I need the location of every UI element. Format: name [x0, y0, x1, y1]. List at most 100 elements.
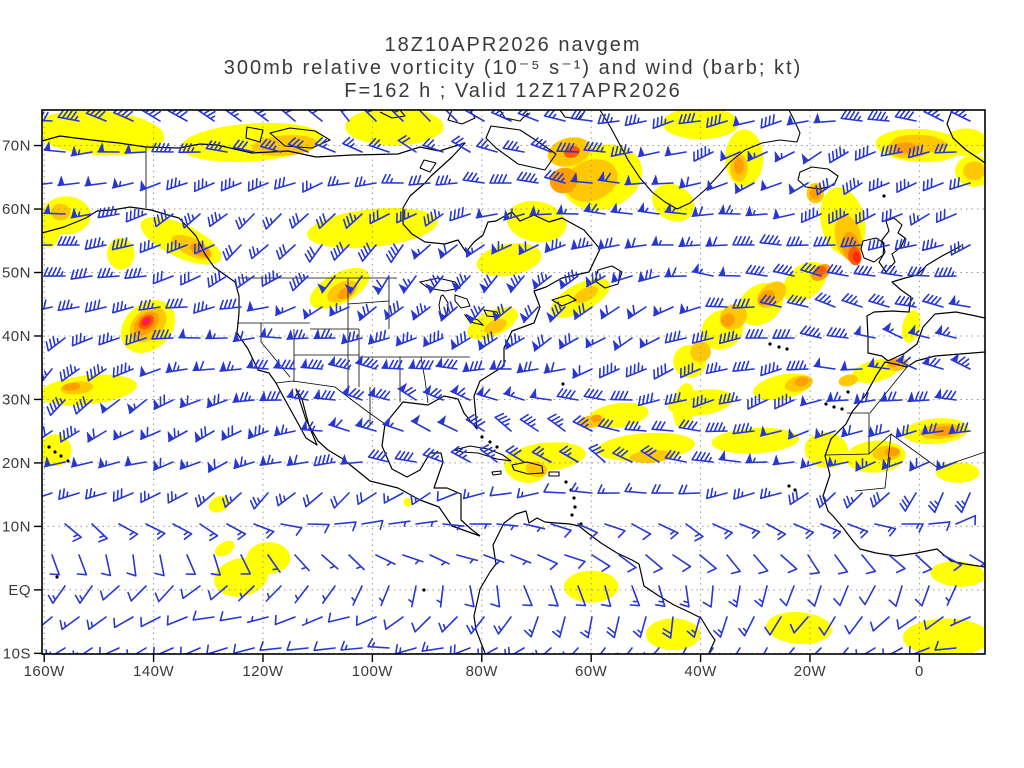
wind-barb-pennant — [801, 152, 809, 165]
map-title-valid: F=162 h ; Valid 12Z17APR2026 — [344, 80, 681, 102]
wind-barb-pennant — [126, 402, 135, 414]
wind-barb-shaft — [855, 208, 876, 225]
wind-barb-pennant — [504, 338, 512, 350]
wind-barb-shaft — [874, 523, 897, 537]
wind-barb-shaft — [759, 294, 782, 308]
wind-barb-shaft — [928, 492, 944, 514]
wind-barb — [969, 554, 985, 567]
wind-barb-shaft — [226, 523, 247, 541]
wind-barb-pennant — [300, 419, 308, 431]
wind-barb — [562, 647, 579, 654]
wind-barb — [786, 236, 809, 247]
wind-barb-shaft — [390, 110, 404, 122]
wind-barb — [799, 325, 822, 339]
wind-barb — [624, 420, 647, 432]
wind-barb — [612, 446, 633, 463]
island-coastline — [548, 471, 560, 477]
wind-barb — [476, 138, 498, 153]
wind-barb — [882, 647, 903, 654]
wind-barb — [914, 585, 930, 607]
wind-barb-shaft — [97, 205, 120, 219]
wind-barb-shaft — [833, 585, 849, 607]
wind-barb-shaft — [789, 616, 809, 634]
wind-barb-shaft — [718, 392, 741, 405]
wind-barb-shaft — [356, 492, 377, 505]
wind-barb — [172, 523, 193, 540]
wind-barb-shaft — [604, 523, 626, 539]
wind-barb — [543, 110, 566, 122]
wind-barb-shaft — [219, 611, 242, 622]
wind-barb — [861, 554, 877, 575]
wind-barb — [97, 141, 120, 153]
wind-barb-shaft — [477, 646, 498, 654]
lat-label-40N: 40N — [2, 328, 31, 345]
wind-barb-shaft — [153, 646, 174, 654]
wind-barb-shaft — [841, 647, 849, 654]
wind-barb-shaft — [49, 554, 60, 576]
vorticity-blob — [564, 159, 618, 202]
wind-barb-shaft — [368, 138, 390, 153]
wind-barb — [421, 641, 444, 652]
wind-barb-shaft — [294, 585, 309, 604]
wind-barb-shaft — [493, 616, 512, 635]
wind-barb-shaft — [664, 449, 687, 463]
wind-barb-shaft — [422, 387, 444, 401]
small-island-dot — [846, 390, 850, 394]
wind-barb-pennant — [424, 283, 435, 294]
wind-barb — [450, 331, 471, 350]
wind-barb-pennant — [745, 452, 753, 463]
wind-barb-shaft — [763, 647, 768, 654]
wind-barb — [43, 267, 66, 277]
wind-barb — [383, 300, 404, 320]
wind-barb-shaft — [138, 299, 161, 311]
wind-barb — [828, 146, 849, 164]
island-coastline — [491, 470, 502, 476]
wind-barb — [787, 427, 809, 440]
wind-barb — [273, 424, 296, 437]
wind-barb — [167, 428, 188, 443]
wind-barb-shaft — [294, 554, 310, 572]
political-border — [275, 380, 386, 425]
wind-barb-shaft — [600, 585, 612, 607]
wind-barb-shaft — [843, 492, 863, 509]
wind-barb — [599, 362, 620, 379]
wind-barb-shaft — [378, 585, 390, 607]
wind-barb-pennant — [531, 278, 540, 290]
wind-barb-shaft — [691, 330, 714, 344]
small-island-dot — [840, 407, 844, 411]
wind-barb — [637, 146, 660, 158]
wind-barb — [410, 492, 431, 506]
wind-barb-shaft — [429, 554, 450, 566]
wind-barb — [747, 393, 768, 410]
wind-barb-pennant — [571, 238, 578, 250]
wind-barb — [800, 457, 822, 469]
wind-barb — [909, 213, 930, 226]
wind-barb-shaft — [340, 330, 363, 345]
wind-barb — [327, 612, 350, 623]
wind-barb — [585, 271, 606, 288]
wind-barb — [193, 300, 215, 314]
wind-barb — [490, 585, 501, 608]
wind-barb — [611, 270, 633, 283]
wind-barb — [396, 209, 417, 224]
wind-barb — [322, 585, 336, 604]
wind-barb — [489, 359, 512, 370]
wind-barb — [259, 390, 282, 402]
wind-barb-shaft — [355, 615, 377, 626]
wind-barb — [42, 368, 53, 383]
wind-barb-shaft — [813, 236, 836, 247]
wind-barb-shaft — [194, 240, 215, 255]
wind-barb — [643, 647, 660, 654]
wind-barb — [800, 207, 822, 224]
wind-barb — [343, 213, 363, 229]
wind-barb — [575, 585, 587, 607]
wind-barb-shaft — [355, 357, 379, 370]
wind-barb-shaft — [915, 554, 933, 574]
wind-barb-shaft — [681, 647, 687, 654]
lon-label-160W: 160W — [24, 663, 66, 680]
wind-barb-shaft — [867, 238, 890, 251]
wind-barb-pennant — [464, 246, 472, 258]
wind-barb-shaft — [462, 360, 485, 373]
wind-barb — [718, 330, 741, 345]
wind-barb — [47, 585, 66, 604]
